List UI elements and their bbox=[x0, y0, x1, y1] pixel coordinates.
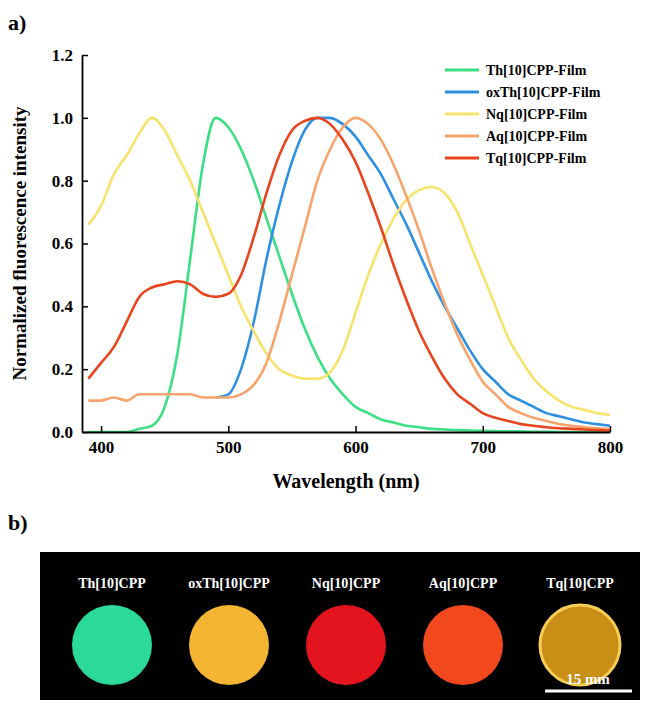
y-axis-title: Normalized fluorescence intensity bbox=[9, 106, 30, 381]
scale-bar-label: 15 mm bbox=[566, 671, 610, 687]
y-tick: 0.2 bbox=[52, 360, 88, 379]
legend-swatch bbox=[445, 157, 479, 160]
sample-disk bbox=[306, 605, 386, 685]
x-tick-mark bbox=[483, 426, 485, 432]
x-tick-mark bbox=[228, 426, 230, 432]
x-axis-line bbox=[83, 432, 611, 434]
x-tick-label: 700 bbox=[471, 438, 497, 457]
figure: a) 400 500 600 700 800 0.0 0.2 0.4 0.6 0.8 1.0 1.2 Wa… bbox=[0, 0, 647, 703]
y-tick-mark bbox=[82, 180, 88, 182]
y-tick: 0.8 bbox=[52, 172, 88, 191]
x-tick: 600 bbox=[343, 426, 369, 457]
x-tick: 700 bbox=[471, 426, 497, 457]
sample-label: Th[10]CPP bbox=[78, 576, 146, 591]
legend-label: Aq[10]CPP-Film bbox=[486, 129, 587, 144]
scale-bar bbox=[545, 690, 632, 693]
x-tick: 400 bbox=[89, 426, 115, 457]
x-tick-mark bbox=[101, 426, 103, 432]
sample-label: oxTh[10]CPP bbox=[188, 576, 270, 591]
x-tick-label: 800 bbox=[598, 438, 624, 457]
y-tick-mark bbox=[82, 243, 88, 245]
x-tick-mark bbox=[610, 426, 612, 432]
legend-label: Tq[10]CPP-Film bbox=[486, 151, 587, 166]
y-tick-label: 0.8 bbox=[52, 172, 73, 191]
y-tick-label: 0.4 bbox=[52, 297, 74, 316]
y-tick: 1.0 bbox=[52, 109, 88, 128]
spectrum-line bbox=[88, 118, 610, 415]
y-tick-mark bbox=[82, 55, 88, 57]
x-tick-label: 600 bbox=[343, 438, 369, 457]
x-tick-label: 500 bbox=[216, 438, 242, 457]
photo-background bbox=[40, 552, 640, 700]
x-tick: 500 bbox=[216, 426, 242, 457]
y-tick-label: 0.0 bbox=[52, 423, 73, 442]
x-tick-label: 400 bbox=[89, 438, 115, 457]
sample-label: Tq[10]CPP bbox=[546, 576, 614, 591]
y-tick: 0.6 bbox=[52, 234, 88, 253]
sample-label: Nq[10]CPP bbox=[312, 576, 381, 591]
y-tick-mark bbox=[82, 432, 88, 434]
legend-label: Th[10]CPP-Film bbox=[486, 63, 587, 78]
sample-disk bbox=[189, 605, 269, 685]
y-tick: 1.2 bbox=[52, 46, 88, 65]
y-tick-mark bbox=[82, 118, 88, 120]
x-tick: 800 bbox=[598, 426, 624, 457]
y-tick: 0.4 bbox=[52, 297, 88, 316]
panel-label: b) bbox=[8, 510, 28, 535]
y-tick-label: 0.6 bbox=[52, 234, 73, 253]
legend-label: oxTh[10]CPP-Film bbox=[486, 85, 601, 100]
legend-swatch bbox=[445, 113, 479, 116]
y-tick-mark bbox=[82, 369, 88, 371]
legend-swatch bbox=[445, 91, 479, 94]
y-tick-label: 0.2 bbox=[52, 360, 73, 379]
y-tick-label: 1.0 bbox=[52, 109, 73, 128]
plot-area bbox=[88, 118, 610, 432]
x-axis-title: Wavelength (nm) bbox=[272, 470, 419, 493]
sample-label: Aq[10]CPP bbox=[429, 576, 498, 591]
sample-disk bbox=[423, 605, 503, 685]
sample-disk bbox=[72, 605, 152, 685]
legend-swatch bbox=[445, 69, 479, 72]
y-tick: 0.0 bbox=[52, 423, 88, 442]
legend: Th[10]CPP-Film oxTh[10]CPP-Film Nq[10]CPP-… bbox=[445, 63, 601, 166]
panel-label: a) bbox=[8, 10, 26, 35]
legend-swatch bbox=[445, 135, 479, 138]
legend-label: Nq[10]CPP-Film bbox=[486, 107, 587, 122]
x-tick-mark bbox=[355, 426, 357, 432]
y-axis: 0.0 0.2 0.4 0.6 0.8 1.0 1.2 bbox=[52, 46, 88, 442]
y-tick-mark bbox=[82, 306, 88, 308]
y-tick-label: 1.2 bbox=[52, 46, 73, 65]
spectrum-line bbox=[88, 118, 610, 429]
spectrum-line bbox=[88, 118, 610, 431]
x-axis: 400 500 600 700 800 bbox=[83, 426, 624, 457]
spectrum-line bbox=[88, 118, 610, 432]
